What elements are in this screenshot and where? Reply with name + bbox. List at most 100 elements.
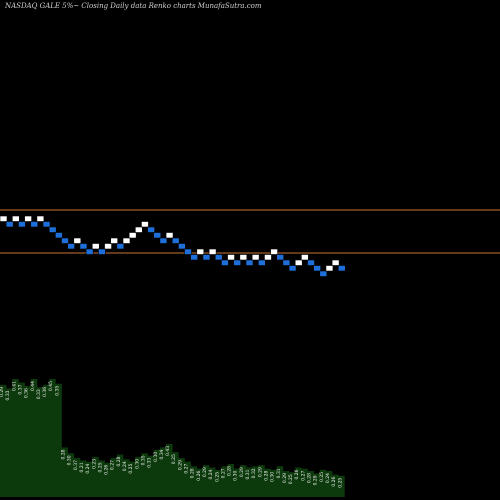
volume-label: 0.45	[48, 381, 54, 391]
volume-label: 0.27	[184, 463, 190, 473]
volume-bar	[166, 443, 173, 497]
volume-bar	[159, 447, 167, 497]
volume-bar	[73, 458, 81, 497]
volume-label: 0.43	[165, 446, 171, 456]
volume-label: 0.24	[208, 469, 214, 479]
volume-label: 0.28	[227, 466, 233, 476]
renko-brick-down	[178, 243, 186, 250]
volume-bar	[67, 453, 75, 497]
renko-brick-down	[147, 226, 155, 233]
volume-bar	[30, 379, 38, 497]
volume-label: 0.24	[325, 473, 331, 483]
renko-brick-up	[239, 254, 248, 261]
volume-label: 0.28	[307, 473, 313, 483]
renko-brick-up	[135, 226, 143, 233]
renko-brick-down	[233, 259, 241, 266]
volume-bar	[270, 469, 278, 497]
volume-bar	[49, 379, 56, 497]
volume-label: 0.33	[5, 390, 11, 400]
volume-label: 0.21	[79, 462, 85, 472]
renko-brick-down	[48, 226, 57, 233]
volume-label: 0.30	[153, 452, 159, 462]
volume-label: 0.27	[110, 460, 116, 470]
volume-label: 0.33	[147, 458, 153, 468]
renko-brick-up	[36, 215, 45, 222]
reference-lines	[0, 209, 500, 254]
volume-bar	[153, 449, 161, 497]
volume-label: 0.31	[276, 468, 282, 478]
volume-label: 0.25	[288, 474, 294, 484]
volume-label: 0.26	[196, 471, 202, 481]
volume-label: 0.25	[319, 472, 325, 482]
renko-brick-down	[42, 221, 51, 228]
renko-brick-up	[73, 237, 82, 244]
chart-header: NASDAQ GALE 5%~ Closing Daily data Renko…	[4, 2, 262, 10]
volume-label: 0.28	[263, 471, 269, 481]
renko-brick-down	[313, 265, 321, 272]
volume-bar	[6, 388, 13, 497]
volume-label: 0.29	[313, 475, 319, 485]
volume-bar	[178, 458, 185, 497]
volume-bar	[313, 473, 321, 497]
volume-bar	[172, 452, 179, 497]
volume-bar	[55, 383, 62, 497]
renko-brick-up	[294, 259, 303, 266]
volume-label: 0.29	[0, 387, 5, 397]
volume-bar	[332, 474, 339, 497]
volume-bar	[227, 463, 234, 497]
volume-bar	[104, 462, 111, 497]
volume-label: 0.31	[245, 469, 251, 479]
renko-bricks	[0, 215, 346, 277]
volume-bar	[24, 386, 32, 497]
renko-brick-up	[251, 254, 260, 261]
renko-brick-up	[104, 243, 112, 250]
renko-brick-down	[159, 237, 168, 244]
volume-label: 0.25	[337, 478, 343, 488]
renko-brick-up	[24, 215, 32, 222]
volume-bar	[135, 456, 142, 497]
volume-bar	[221, 466, 228, 497]
volume-label: 0.37	[73, 460, 79, 470]
volume-bar	[215, 469, 222, 497]
renko-brick-down	[337, 265, 346, 272]
volume-bar	[202, 465, 210, 497]
volume-bar	[239, 465, 247, 497]
volume-bar	[264, 468, 271, 497]
volume-bar	[147, 455, 155, 497]
volume-label: 0.25	[171, 454, 177, 464]
renko-brick-up	[227, 254, 235, 261]
volume-bar	[289, 472, 296, 497]
volume-bar	[79, 460, 87, 497]
renko-brick-down	[30, 221, 39, 228]
volume-bar	[123, 459, 130, 497]
volume-bar	[141, 453, 148, 497]
volume-label: 0.29	[257, 467, 263, 477]
renko-brick-down	[319, 270, 328, 277]
volume-labels: 0.29 0.330.41 0.37 0.360.440.33 0.360.45 0.35…	[0, 381, 343, 488]
renko-brick-up	[0, 215, 8, 222]
renko-brick-up	[331, 259, 340, 266]
renko-brick-up	[301, 254, 309, 261]
volume-label: 0.32	[251, 468, 257, 478]
volume-label: 0.26	[104, 465, 110, 475]
renko-brick-down	[171, 237, 180, 244]
volume-bars	[0, 379, 345, 497]
volume-bar	[301, 468, 308, 497]
volume-label: 0.25	[128, 463, 134, 473]
renko-brick-down	[282, 259, 291, 266]
renko-brick-up	[12, 215, 20, 222]
volume-label: 0.28	[116, 456, 122, 466]
volume-bar	[233, 468, 241, 497]
volume-bar	[98, 460, 105, 497]
volume-label: 0.26	[294, 469, 300, 479]
volume-label: 0.34	[159, 449, 165, 459]
volume-label: 0.30	[270, 472, 276, 482]
volume-bar	[276, 466, 284, 497]
renko-brick-down	[153, 232, 162, 239]
renko-brick-down	[79, 243, 88, 250]
renko-brick-up	[270, 248, 278, 255]
renko-brick-down	[85, 248, 94, 255]
volume-bar	[325, 471, 333, 497]
volume-bar	[319, 469, 327, 497]
